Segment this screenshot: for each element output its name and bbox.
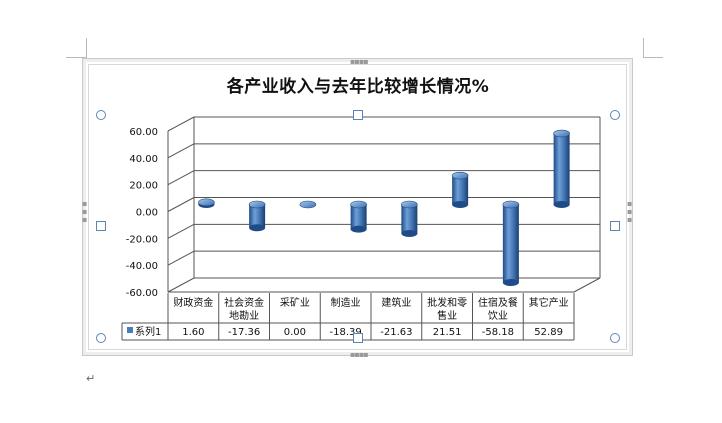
x-category-label: 批发和零 — [427, 296, 467, 309]
y-tick-label: 0.00 — [136, 208, 158, 219]
side-gridline — [167, 277, 195, 293]
data-table-value: -21.63 — [380, 327, 412, 338]
selection-handle-left[interactable] — [96, 221, 106, 231]
selection-handle-top-right[interactable] — [610, 110, 620, 120]
legend-key — [127, 327, 133, 333]
bar-body — [553, 133, 570, 205]
bar — [248, 200, 266, 232]
x-category-label: 饮业 — [488, 309, 508, 322]
x-category-label: 采矿业 — [280, 296, 310, 309]
bar-bottom-cap — [553, 201, 570, 208]
bar-top-cap — [299, 200, 317, 209]
bar-top-cap — [198, 198, 215, 207]
x-category-label: 社会资金 — [224, 296, 264, 309]
legend-label: 系列1 — [135, 325, 161, 338]
selection-handle-bottom[interactable] — [353, 333, 363, 343]
resize-handle-top[interactable]: ▪▪▪▪ — [350, 57, 369, 66]
data-table-value: 52.89 — [534, 327, 563, 338]
bar — [198, 198, 215, 208]
bar-body — [350, 204, 367, 230]
bar-top-cap — [451, 171, 469, 180]
bar-top-cap — [401, 200, 418, 209]
bar — [502, 200, 520, 287]
crop-mark — [86, 38, 87, 58]
bar — [553, 129, 570, 208]
bar — [401, 200, 418, 238]
selection-handle-top-left[interactable] — [96, 110, 106, 120]
resize-handle-bottom[interactable]: ▪▪▪▪ — [350, 350, 369, 359]
paragraph-mark: ↵ — [86, 372, 96, 385]
bar-body — [249, 204, 266, 228]
bar-top-cap — [248, 200, 266, 209]
data-table-value: -17.36 — [228, 327, 260, 338]
data-table-value: 1.60 — [182, 327, 204, 338]
bar-top-cap — [502, 200, 520, 209]
selection-handle-right[interactable] — [610, 221, 620, 231]
selection-handle-top[interactable] — [353, 110, 363, 120]
data-table-value: 21.51 — [433, 327, 462, 338]
bar-top-cap — [553, 129, 570, 138]
y-tick-label: -60.00 — [126, 288, 158, 299]
resize-handle-left[interactable]: ▪ ▪ ▪ — [82, 199, 87, 224]
plot-area-border — [88, 64, 627, 350]
y-tick-label: -40.00 — [126, 261, 158, 272]
side-gridline — [167, 143, 195, 159]
selection-handle-bottom-left[interactable] — [96, 333, 106, 343]
side-gridline — [167, 170, 195, 186]
bar-body — [401, 204, 418, 234]
bar-top-cap — [350, 200, 367, 209]
crop-mark — [66, 57, 86, 58]
resize-handle-right[interactable]: ▪ ▪ ▪ — [627, 199, 632, 224]
x-category-label: 售业 — [437, 309, 457, 322]
crop-mark — [643, 57, 663, 58]
x-category-label: 建筑业 — [381, 296, 411, 309]
data-table-value: -58.18 — [482, 327, 514, 338]
bar-body — [452, 175, 469, 205]
bar-bottom-cap — [350, 225, 367, 233]
side-gridline — [167, 223, 195, 239]
x-category-label: 制造业 — [331, 296, 361, 309]
crop-mark — [643, 38, 644, 58]
x-category-label: 财政资金 — [173, 296, 213, 309]
bar — [451, 171, 469, 208]
floor-right-edge — [573, 277, 601, 293]
side-gridline — [167, 116, 195, 132]
side-gridline — [167, 197, 195, 212]
y-tick-label: 20.00 — [129, 181, 158, 192]
selection-handle-bottom-right[interactable] — [610, 333, 620, 343]
bar-bottom-cap — [401, 230, 418, 238]
bar-body — [502, 204, 519, 283]
side-gridline — [167, 250, 195, 266]
y-tick-label: 60.00 — [129, 127, 158, 138]
bar-bottom-cap — [502, 279, 519, 287]
x-category-label: 地勘业 — [229, 309, 259, 322]
chart-title[interactable]: 各产业收入与去年比较增长情况% — [226, 77, 490, 97]
bar — [299, 200, 317, 209]
data-table-value: 0.00 — [284, 327, 306, 338]
bar-bottom-cap — [249, 224, 266, 232]
bar-bottom-cap — [452, 201, 469, 208]
y-tick-label: -20.00 — [126, 234, 158, 245]
x-category-label: 住宿及餐 — [478, 296, 518, 309]
x-category-label: 其它产业 — [529, 296, 569, 309]
data-table-value: -18.39 — [330, 327, 362, 338]
chart-frame[interactable] — [82, 58, 633, 356]
y-tick-label: 40.00 — [129, 154, 158, 165]
bar — [350, 200, 367, 233]
